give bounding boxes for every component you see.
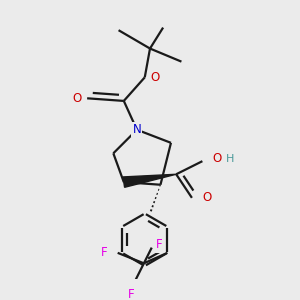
- Text: F: F: [156, 238, 163, 251]
- Text: H: H: [226, 154, 234, 164]
- Text: O: O: [202, 191, 211, 204]
- Text: O: O: [72, 92, 81, 105]
- Polygon shape: [123, 174, 176, 187]
- Text: O: O: [213, 152, 222, 165]
- Text: N: N: [133, 123, 141, 136]
- Text: F: F: [101, 246, 108, 259]
- Text: O: O: [151, 71, 160, 84]
- Text: F: F: [128, 288, 134, 300]
